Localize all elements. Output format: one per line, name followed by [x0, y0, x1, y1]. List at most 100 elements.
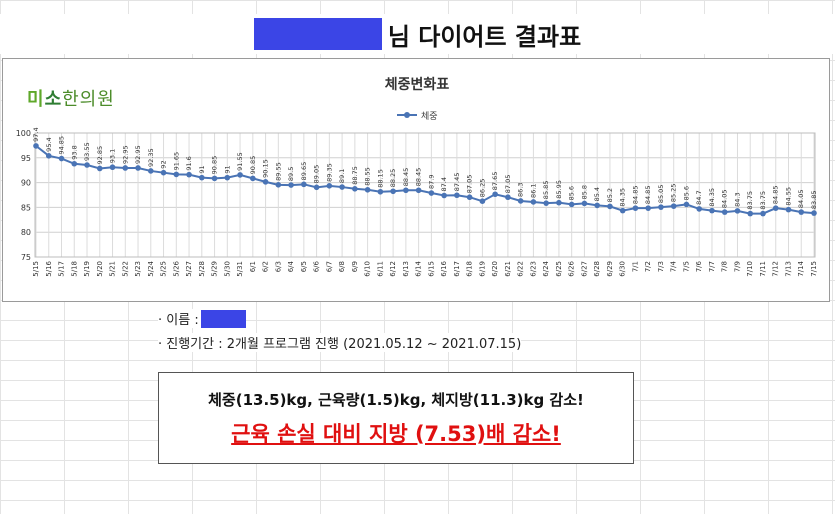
data-label: 90.85 [249, 156, 257, 175]
x-tick-label: 6/19 [478, 261, 486, 277]
data-point [785, 206, 792, 213]
data-label: 92.35 [147, 148, 155, 167]
data-label: 85.05 [657, 185, 665, 204]
data-point [530, 199, 537, 205]
x-tick-label: 7/4 [670, 260, 678, 272]
data-point [211, 175, 218, 182]
data-point [721, 209, 728, 215]
x-tick-label: 5/28 [198, 261, 206, 277]
data-label: 89.05 [313, 165, 321, 184]
x-tick-label: 7/6 [695, 260, 703, 272]
data-label: 84.85 [772, 186, 780, 205]
x-tick-label: 6/13 [402, 261, 410, 277]
x-tick-label: 7/15 [810, 261, 818, 277]
data-point [71, 160, 78, 167]
data-point [339, 184, 345, 190]
data-point [313, 184, 320, 191]
data-label: 93.1 [109, 149, 117, 163]
data-point [390, 188, 396, 195]
data-label: 83.75 [759, 191, 767, 210]
data-point [199, 174, 205, 181]
x-tick-label: 7/14 [797, 260, 805, 276]
data-point [683, 201, 690, 208]
y-tick-label: 80 [21, 228, 31, 237]
x-tick-label: 5/19 [83, 261, 91, 277]
data-point [568, 201, 575, 208]
name-label: · 이름 : [158, 313, 199, 328]
x-tick-label: 6/6 [313, 260, 321, 272]
data-point [454, 192, 460, 199]
x-tick-label: 6/12 [389, 261, 397, 277]
data-label: 88.45 [415, 168, 423, 187]
data-label: 84.05 [721, 190, 729, 209]
data-point [58, 155, 65, 162]
data-point [237, 172, 243, 178]
data-point [33, 143, 39, 149]
data-label: 84.3 [733, 192, 741, 206]
data-label: 89.55 [274, 162, 282, 181]
data-label: 90.85 [211, 156, 219, 175]
period-label: · 진행기간 : 2개월 프로그램 진행 (2021.05.12 ~ 2021.… [158, 337, 522, 352]
x-tick-label: 6/25 [555, 261, 563, 277]
data-label: 86.3 [517, 182, 525, 196]
data-point [543, 200, 549, 206]
data-label: 89.5 [287, 167, 295, 181]
data-label: 93.8 [70, 145, 78, 159]
data-label: 88.55 [364, 167, 372, 186]
data-point [441, 192, 447, 199]
x-tick-label: 7/5 [682, 261, 690, 272]
data-label: 94.85 [58, 136, 66, 155]
y-tick-label: 75 [21, 253, 31, 262]
data-label: 87.05 [466, 175, 474, 194]
logo-mi: 미 [27, 89, 45, 110]
x-tick-label: 6/5 [300, 261, 308, 272]
data-label: 84.7 [695, 190, 703, 204]
x-tick-label: 6/29 [606, 261, 614, 277]
x-tick-label: 6/17 [453, 261, 461, 277]
x-tick-label: 6/26 [568, 260, 576, 276]
data-label: 91.6 [185, 156, 193, 170]
x-tick-label: 6/11 [376, 261, 384, 277]
y-tick-label: 95 [21, 154, 31, 163]
chart-title: 체중변화표 [385, 77, 450, 93]
data-point [96, 165, 103, 172]
x-tick-label: 6/8 [338, 261, 346, 272]
data-point [798, 209, 805, 215]
data-point [352, 186, 358, 192]
data-point [45, 153, 52, 159]
x-tick-label: 6/30 [619, 261, 627, 277]
logo-rest: 한의원 [62, 89, 115, 110]
x-tick-label: 7/11 [759, 261, 767, 277]
data-label: 85.25 [670, 184, 678, 203]
x-tick-label: 6/21 [504, 261, 512, 277]
data-label: 88.75 [351, 166, 359, 185]
data-point [632, 205, 639, 211]
x-tick-label: 5/29 [211, 261, 219, 277]
x-tick-label: 7/8 [721, 261, 729, 272]
data-label: 84.85 [631, 186, 639, 205]
data-point [122, 165, 129, 171]
x-tick-label: 5/20 [96, 261, 104, 277]
x-tick-label: 7/12 [772, 261, 780, 277]
data-label: 85.2 [606, 188, 614, 202]
info-name-row: · 이름 : [158, 309, 246, 328]
x-tick-label: 6/14 [415, 260, 423, 276]
data-label: 91.55 [236, 152, 244, 171]
data-label: 89.35 [325, 163, 333, 182]
data-label: 84.55 [784, 187, 792, 206]
page-title: 님 다이어트 결과표 [387, 22, 582, 51]
data-point [364, 186, 371, 193]
data-point [109, 164, 116, 171]
x-tick-label: 5/18 [70, 261, 78, 277]
x-tick-label: 5/26 [172, 260, 180, 276]
x-tick-label: 5/31 [236, 261, 244, 277]
x-tick-label: 6/10 [364, 261, 372, 277]
x-tick-label: 6/2 [262, 261, 270, 272]
x-tick-label: 6/4 [287, 260, 295, 272]
data-point [135, 165, 141, 171]
data-label: 88.45 [402, 168, 410, 187]
data-label: 97.4 [32, 127, 40, 141]
redacted-name [253, 18, 382, 50]
x-tick-label: 5/17 [58, 261, 66, 277]
